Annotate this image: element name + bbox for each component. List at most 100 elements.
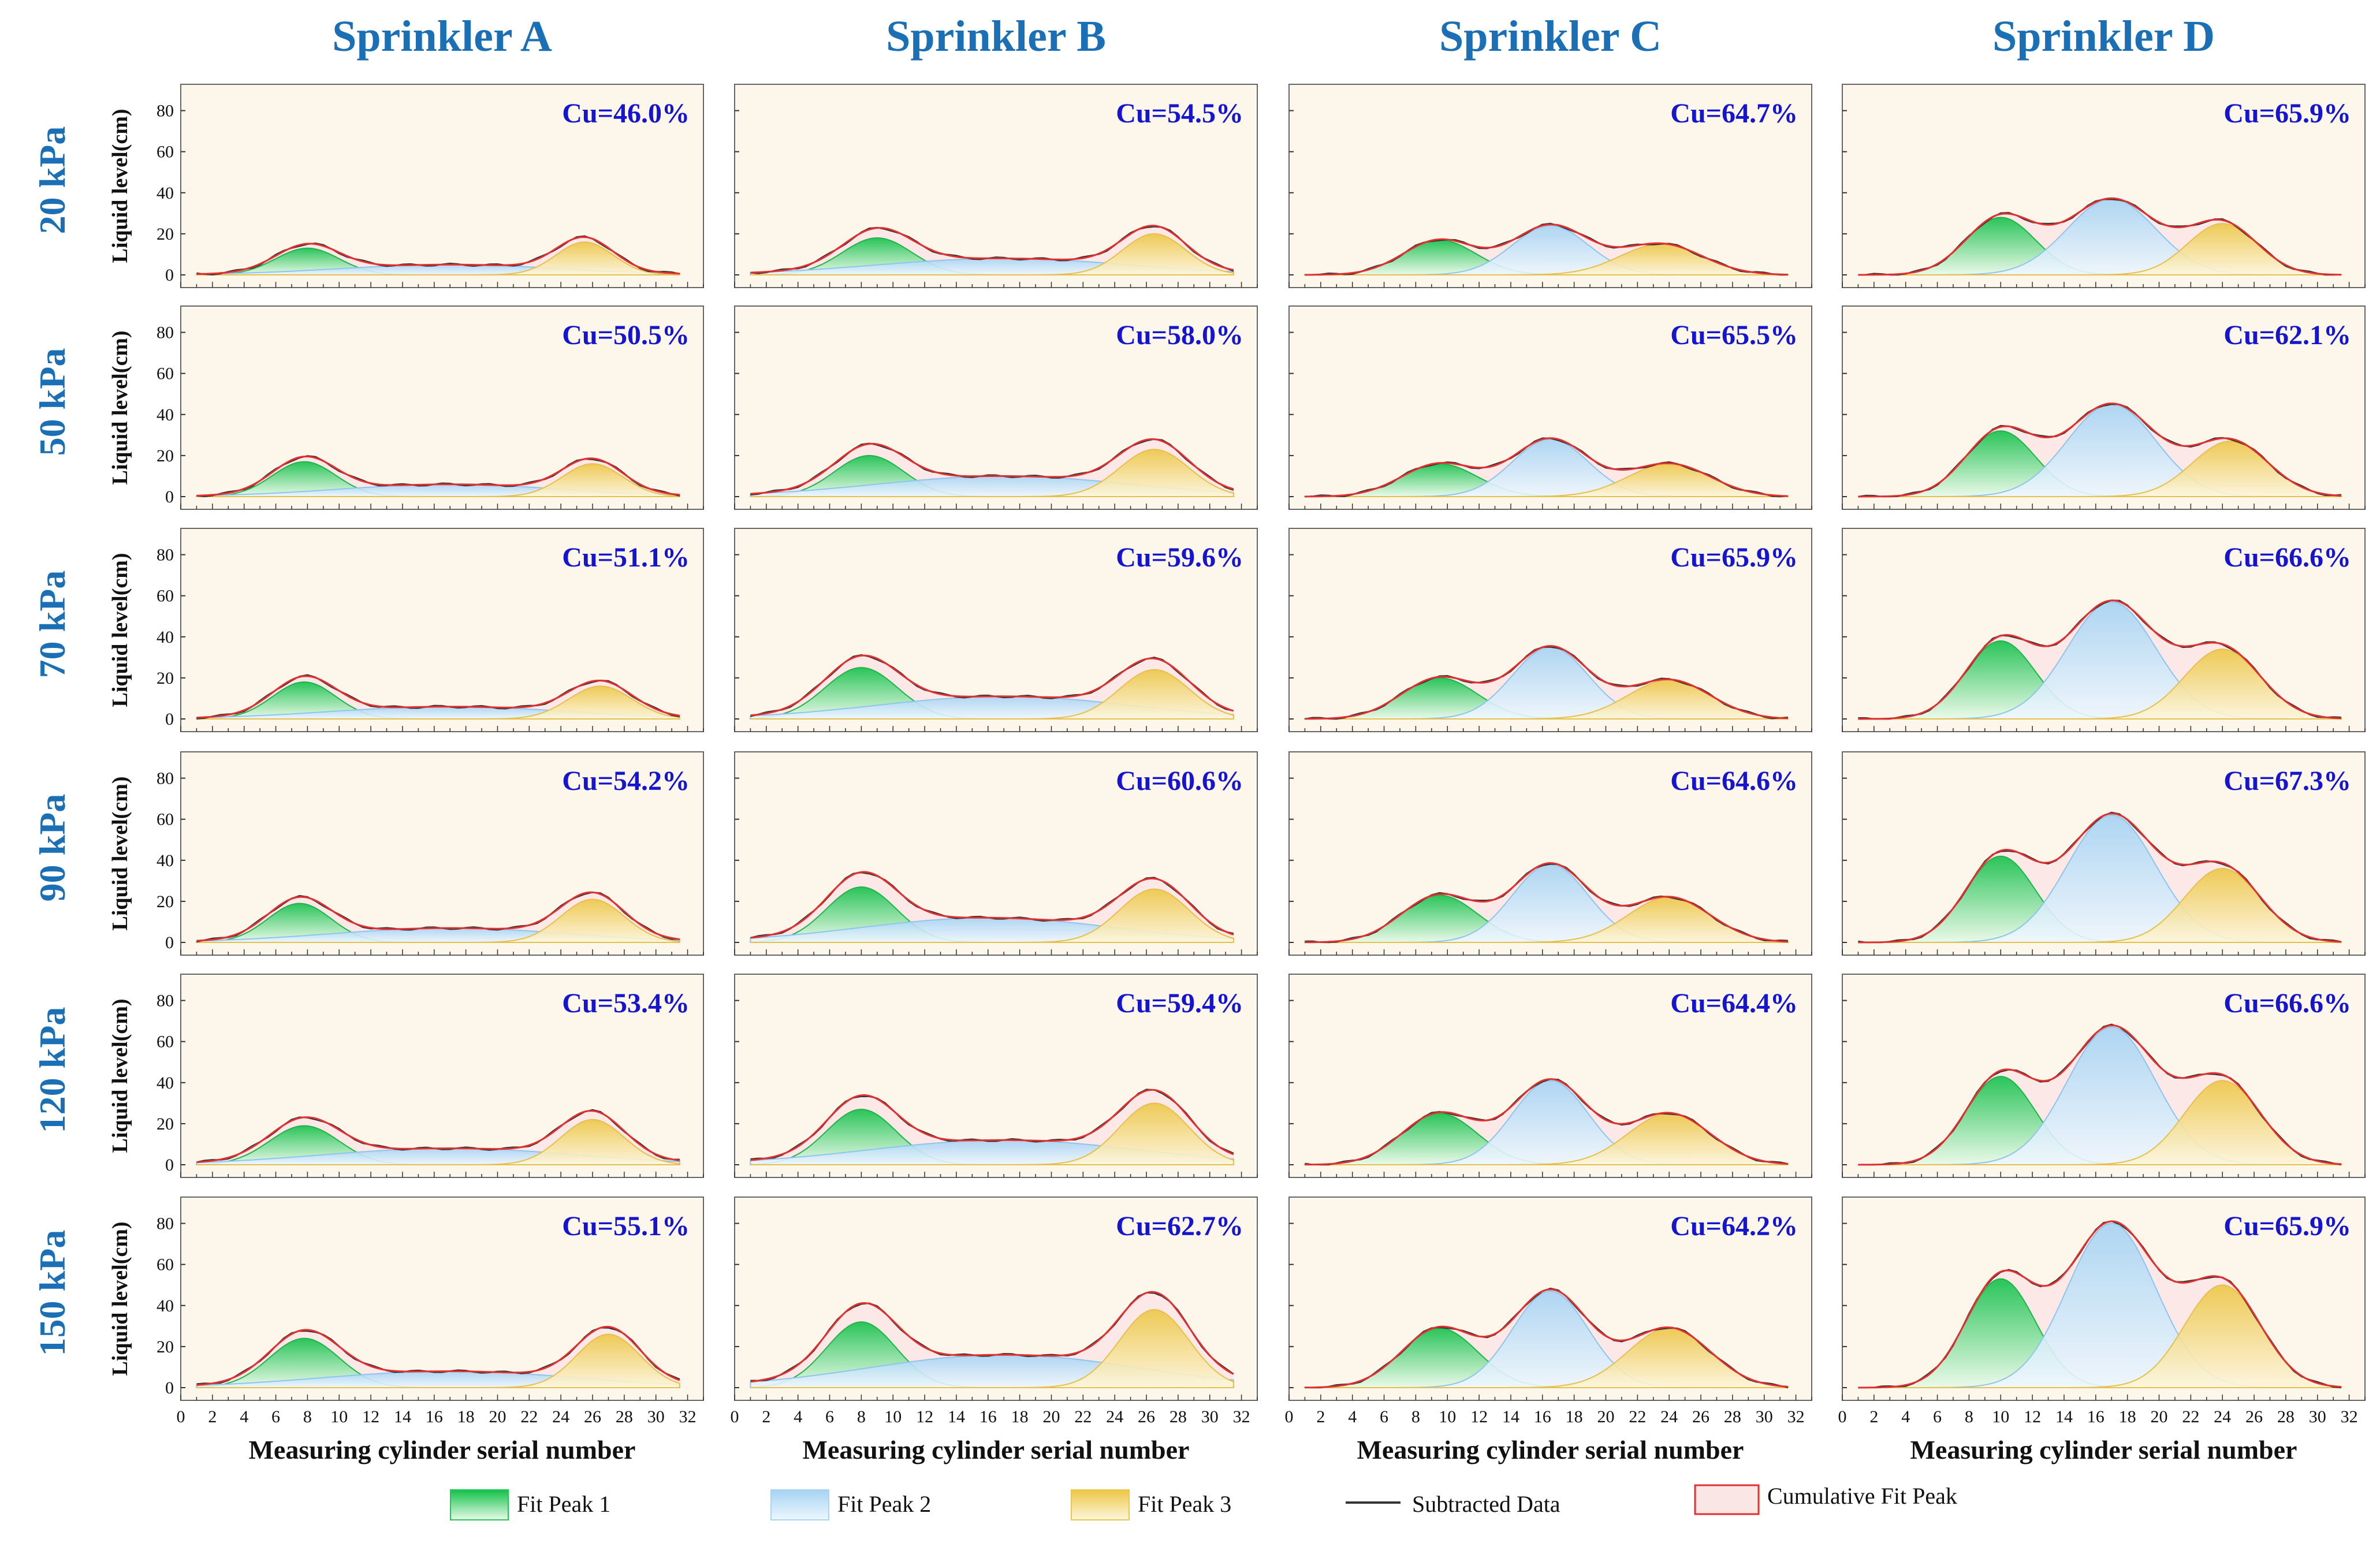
cumulative-fit-line <box>196 455 680 497</box>
cumulative-fit-line <box>1858 599 2341 720</box>
x-tick-label: 12 <box>916 1407 933 1426</box>
cu-value-label: Cu=62.7% <box>1116 1211 1243 1242</box>
x-tick-label: 8 <box>1965 1407 1973 1426</box>
x-axis-title: Measuring cylinder serial number <box>1357 1435 1744 1464</box>
cumulative-fit-line <box>1858 197 2341 276</box>
row-label: 50 kPa <box>32 348 73 456</box>
y-tick-label: 20 <box>157 1115 174 1134</box>
x-tick-label: 14 <box>2055 1407 2073 1426</box>
cumulative-fit-line <box>1305 644 1788 720</box>
fit-peak-3-area <box>750 888 1234 943</box>
chart-panel: Cu=64.7% <box>1288 84 1812 288</box>
chart-panel: Cu=66.6% <box>1842 528 2366 732</box>
x-tick-label: 0 <box>177 1407 185 1426</box>
y-tick-label: 80 <box>157 546 174 565</box>
cumulative-fit-line <box>750 1291 1234 1383</box>
cu-value-label: Cu=60.6% <box>1116 766 1243 796</box>
y-tick-label: 20 <box>157 892 174 911</box>
cu-value-label: Cu=62.1% <box>2223 320 2351 351</box>
cumulative-fit-line <box>196 236 680 275</box>
chart-panel: Cu=64.4% <box>1288 974 1812 1178</box>
x-tick-label: 12 <box>2024 1407 2041 1426</box>
cu-value-label: Cu=46.0% <box>562 98 690 129</box>
y-tick-label: 20 <box>157 669 174 688</box>
x-tick-label: 30 <box>2309 1407 2326 1426</box>
chart-panel: Cu=59.4% <box>734 974 1258 1178</box>
x-tick-label: 24 <box>2214 1407 2231 1426</box>
x-tick-label: 28 <box>1724 1407 1741 1426</box>
fit-peak-3-area <box>750 1102 1234 1165</box>
cu-value-label: Cu=64.4% <box>1670 988 1798 1019</box>
y-tick-label: 60 <box>157 143 174 162</box>
row-label: 20 kPa <box>32 126 73 234</box>
cu-value-label: Cu=59.6% <box>1116 542 1243 573</box>
x-axis-titles: Measuring cylinder serial number Measurin… <box>249 1435 2297 1464</box>
cumulative-fit-line <box>750 1089 1234 1161</box>
y-tick-label: 80 <box>157 323 174 342</box>
y-axis-title: Liquid level(cm) <box>108 998 132 1153</box>
chart-panel: Cu=59.6% <box>734 528 1258 732</box>
x-tick-label: 4 <box>1348 1407 1357 1426</box>
x-tick-label: 12 <box>362 1407 379 1426</box>
cumulative-fit-line <box>750 225 1234 274</box>
chart-panel: Cu=67.3% <box>1842 751 2366 956</box>
y-tick-label: 60 <box>157 1033 174 1052</box>
cumulative-fit-line <box>196 1325 680 1386</box>
fit-peak-3-area <box>750 233 1234 275</box>
x-tick-label: 6 <box>271 1407 280 1426</box>
y-tick-label: 0 <box>165 933 174 952</box>
cumulative-fit-line <box>1305 862 1788 944</box>
row-label: 70 kPa <box>32 571 73 679</box>
y-tick-label: 0 <box>165 1156 174 1175</box>
x-tick-label: 18 <box>1011 1407 1029 1426</box>
fit-peak-3-area <box>750 1309 1234 1388</box>
chart-panel: Cu=60.6% <box>734 751 1258 956</box>
legend: Fit Peak 1 Fit Peak 2 Fit Peak 3 Subtracted… <box>450 1483 1957 1520</box>
y-tick-label: 60 <box>157 810 174 829</box>
x-axis-title: Measuring cylinder serial number <box>249 1435 636 1464</box>
x-tick-label: 12 <box>1470 1407 1488 1426</box>
fit-peak-3-area <box>196 1119 680 1165</box>
x-tick-label: 10 <box>1992 1407 2009 1426</box>
x-tick-label: 16 <box>979 1407 997 1426</box>
cu-value-label: Cu=67.3% <box>2223 766 2351 796</box>
legend-label: Fit Peak 3 <box>1138 1491 1231 1517</box>
x-tick-label: 26 <box>1692 1407 1709 1426</box>
cu-value-label: Cu=64.6% <box>1670 766 1798 796</box>
cu-value-label: Cu=51.1% <box>562 542 690 573</box>
cu-value-label: Cu=65.5% <box>1670 320 1798 351</box>
x-tick-label: 20 <box>2150 1407 2167 1426</box>
x-tick-label: 8 <box>303 1407 312 1426</box>
row-label: 150 kPa <box>32 1230 73 1356</box>
y-tick-label: 40 <box>157 1296 174 1315</box>
x-tick-label: 24 <box>552 1407 569 1426</box>
x-tick-label: 28 <box>2277 1407 2295 1426</box>
cu-value-label: Cu=64.2% <box>1670 1211 1798 1242</box>
x-tick-label: 2 <box>762 1407 770 1426</box>
cu-value-label: Cu=65.9% <box>1670 542 1798 573</box>
chart-panel: Cu=62.1% <box>1842 305 2366 510</box>
x-tick-label: 28 <box>1169 1407 1187 1426</box>
y-tick-label: 80 <box>157 1214 174 1233</box>
y-tick-label: 80 <box>157 102 174 121</box>
x-tick-label: 28 <box>616 1407 633 1426</box>
y-tick-label: 80 <box>157 769 174 788</box>
legend-swatch <box>1694 1484 1760 1515</box>
chart-panel: Cu=54.5% <box>734 84 1258 288</box>
row-label: 90 kPa <box>32 794 73 902</box>
y-axis-title: Liquid level(cm) <box>108 109 132 263</box>
chart-panel: Cu=58.0% <box>734 305 1258 510</box>
x-tick-label: 18 <box>457 1407 475 1426</box>
x-tick-label: 6 <box>825 1407 834 1426</box>
cu-value-label: Cu=65.9% <box>2223 98 2351 129</box>
column-title: Sprinkler A <box>332 12 552 61</box>
x-tick-label: 20 <box>489 1407 506 1426</box>
chart-panel: Cu=66.6% <box>1842 974 2366 1178</box>
x-tick-label: 0 <box>1838 1407 1847 1426</box>
chart-panel: 0 20 40 60 80 Liquid level(cm) Cu=51.1% <box>108 528 704 732</box>
cu-value-label: Cu=55.1% <box>562 1211 690 1242</box>
cu-value-label: Cu=59.4% <box>1116 988 1243 1019</box>
